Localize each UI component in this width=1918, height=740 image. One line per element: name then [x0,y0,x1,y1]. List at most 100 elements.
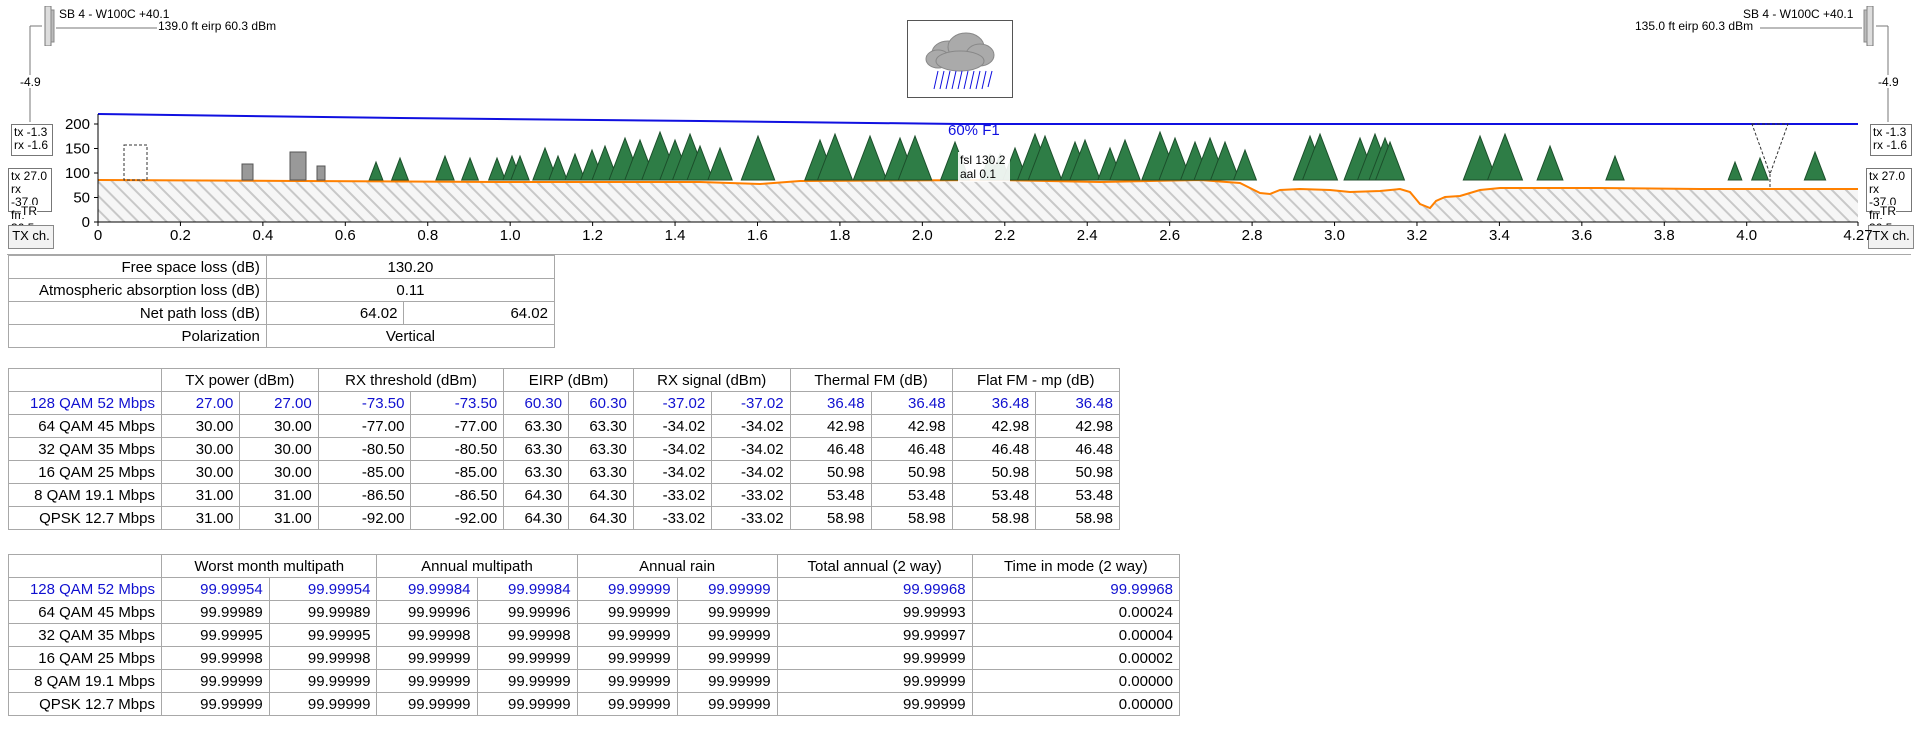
mode-label: 8 QAM 19.1 Mbps [8,483,162,507]
right-tr-label: TR [1880,204,1896,218]
cell: 0.00024 [971,600,1181,624]
cell: 63.30 [503,437,570,461]
table-row: 32 QAM 35 Mbps 30.00 30.00 -80.50 -80.50 63.3… [8,437,1120,461]
mode-label: 64 QAM 45 Mbps [8,600,162,624]
tree-icon [532,146,558,181]
column-header: Worst month multipath [160,554,378,578]
cell: 58.98 [1035,506,1120,530]
cell: 0.00000 [971,669,1181,693]
cell: -34.02 [632,460,713,484]
cell: -33.02 [711,483,791,507]
cell: 99.99984 [376,577,478,601]
x-tick-label: 3.6 [1571,227,1592,244]
left-tx-power: tx 27.0 [11,169,48,183]
fsl-label: fsl 130.2 [960,153,1006,167]
tree-icon [368,160,384,181]
x-tick-label: 0.4 [252,227,273,244]
cell: 64.30 [503,483,570,507]
left-antenna-tilt: -4.9 [20,75,41,89]
y-tick-label: 100 [65,165,90,182]
left-tx-channel-button[interactable]: TX ch. [8,225,54,249]
cell: 53.48 [789,483,872,507]
tree-icon [1374,140,1406,181]
table-row: QPSK 12.7 Mbps 99.99999 99.99999 99.99999 99… [8,692,1181,716]
ground-fill [98,180,1858,222]
cell: -34.02 [632,437,713,461]
cell: 30.00 [239,460,319,484]
cell: 27.00 [239,391,319,415]
cell: 99.99999 [676,669,778,693]
cell: 27.00 [160,391,241,415]
cell: -34.02 [711,460,791,484]
x-tick-label: 1.0 [500,227,521,244]
cell: 50.98 [789,460,872,484]
cell: 99.99998 [268,646,378,670]
tree-icon [591,144,619,181]
right-tx-rx-box: tx -1.3 rx -1.6 [1870,124,1912,156]
cell: 58.98 [870,506,953,530]
cell: 42.98 [1035,414,1120,438]
cell: -80.50 [410,437,505,461]
cell: 99.99999 [268,692,378,716]
cell: 99.99999 [676,600,778,624]
cell: 46.48 [951,437,1037,461]
loss-table: Free space loss (dB) 130.20 Atmospheric … [8,255,556,348]
table-row: 16 QAM 25 Mbps 30.00 30.00 -85.00 -85.00 63.3… [8,460,1120,484]
cell: 99.99999 [476,669,578,693]
x-tick-label: 0 [94,227,102,244]
cell: 99.99999 [776,669,973,693]
right-site-height-eirp: 135.0 ft eirp 60.3 dBm [1635,19,1754,33]
cell: -33.02 [632,506,713,530]
x-tick-label: 1.6 [747,227,768,244]
fresnel-label: 60% F1 [948,122,1000,139]
cell: 30.00 [160,437,241,461]
cell: 30.00 [239,437,319,461]
left-antenna-leader [29,25,157,122]
cell: 31.00 [239,483,319,507]
tree-icon [1301,132,1339,181]
cell: -37.02 [711,391,791,415]
cell: 99.99999 [776,646,973,670]
tree-icon [1462,134,1498,181]
column-header: Flat FM - mp (dB) [951,368,1121,392]
cell: 36.48 [1035,391,1120,415]
cell: 99.99996 [476,600,578,624]
aal-label: aal 0.1 [960,167,996,181]
building [289,151,307,181]
table-row: 32 QAM 35 Mbps 99.99995 99.99995 99.99998 99… [8,623,1181,647]
left-tr-label: TR [21,204,37,218]
tree-icon [460,156,480,181]
cell: 58.98 [951,506,1037,530]
rain-cloud-icon[interactable] [907,20,1013,98]
tree-icon [816,132,854,181]
cell: 99.99968 [971,577,1181,601]
cell: 64.30 [503,506,570,530]
tree-icon [487,156,507,181]
mode-label: 128 QAM 52 Mbps [8,577,162,601]
cell: 99.99999 [576,692,678,716]
cell: 99.99998 [376,623,478,647]
mode-label: QPSK 12.7 Mbps [8,506,162,530]
results-frame [7,254,1911,739]
y-tick-label: 150 [65,141,90,158]
cell: 99.99999 [376,692,478,716]
cell: 99.99999 [161,669,270,693]
x-tick-label: 2.4 [1077,227,1098,244]
y-tick-label: 200 [65,116,90,133]
right-antenna-leader [1760,25,1889,122]
mode-label: 64 QAM 45 Mbps [8,414,162,438]
column-header: Annual rain [576,554,778,578]
cell: 30.00 [160,414,241,438]
tree-icon [1158,136,1192,181]
tree-icon [1727,160,1743,181]
cell: -34.02 [711,414,791,438]
mode-label: 32 QAM 35 Mbps [8,623,162,647]
x-tick-label: 3.2 [1407,227,1428,244]
cell: -33.02 [711,506,791,530]
cell: 64.30 [568,506,634,530]
x-tick-label: 3.8 [1654,227,1675,244]
cell: 99.99996 [376,600,478,624]
right-tx-channel-button[interactable]: TX ch. [1868,225,1914,249]
cell: -73.50 [317,391,412,415]
